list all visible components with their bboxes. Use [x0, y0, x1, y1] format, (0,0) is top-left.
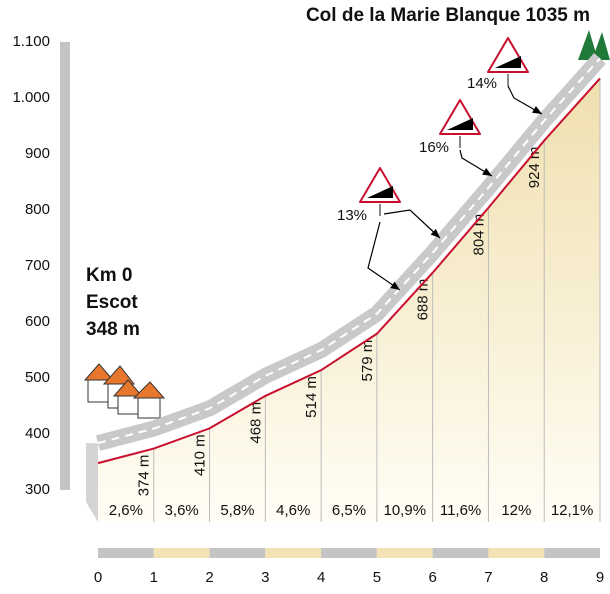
- x-axis-segment: [544, 548, 600, 558]
- sign-arrow: [383, 209, 441, 239]
- x-tick-label: 4: [317, 569, 325, 586]
- y-tick-label: 800: [25, 201, 50, 218]
- start-elevation: 348 m: [86, 319, 140, 340]
- village-icon: [83, 363, 166, 419]
- sign-label: 14%: [467, 75, 497, 92]
- x-tick-label: 1: [150, 569, 158, 586]
- gradient-sign: 13%: [337, 167, 441, 291]
- sign-wedge: [495, 56, 521, 68]
- gradient-label: 12,1%: [551, 502, 594, 519]
- x-axis-segment: [321, 548, 377, 558]
- x-tick-label: 7: [484, 569, 492, 586]
- value-label: 514 m: [303, 376, 320, 418]
- y-tick-label: 300: [25, 481, 50, 498]
- x-axis-segment: [265, 548, 322, 558]
- value-label: 468 m: [247, 402, 264, 444]
- x-tick-label: 5: [373, 569, 381, 586]
- gradient-label: 6,5%: [332, 502, 366, 519]
- trees-icon: [578, 30, 610, 60]
- arrow-head: [532, 106, 542, 114]
- x-axis-segment: [98, 548, 154, 558]
- start-place: Escot: [86, 292, 138, 313]
- x-tick-label: 9: [596, 569, 604, 586]
- gradient-label: 5,8%: [220, 502, 254, 519]
- area-fill: [98, 78, 600, 523]
- sign-label: 13%: [337, 207, 367, 224]
- y-tick-label: 600: [25, 313, 50, 330]
- x-axis-segment: [432, 548, 489, 558]
- y-tick-label: 900: [25, 145, 50, 162]
- elevation-line: [97, 77, 601, 465]
- road-side: [86, 443, 98, 522]
- y-tick-label: 500: [25, 369, 50, 386]
- gradient-label: 12%: [501, 502, 531, 519]
- value-label: 579 m: [359, 340, 376, 382]
- sign-arrow: [367, 221, 401, 291]
- y-axis-segment: [60, 42, 70, 490]
- start-km: Km 0: [86, 265, 132, 286]
- gradient-label: 10,9%: [384, 502, 427, 519]
- y-tick-label: 1.100: [12, 33, 50, 50]
- gradient-label: 3,6%: [165, 502, 199, 519]
- y-tick-label: 400: [25, 425, 50, 442]
- x-axis-segment: [153, 548, 210, 558]
- x-tick-label: 0: [94, 569, 102, 586]
- value-label: 410 m: [192, 434, 209, 476]
- value-label: 374 m: [136, 455, 153, 497]
- arrow-head: [430, 228, 440, 238]
- sign-arrow: [459, 149, 493, 177]
- road-dashes: [97, 57, 601, 445]
- gradient-label: 4,6%: [276, 502, 310, 519]
- x-tick-label: 6: [428, 569, 436, 586]
- gradient-sign: 14%: [467, 37, 543, 115]
- x-tick-label: 8: [540, 569, 548, 586]
- x-tick-label: 2: [205, 569, 213, 586]
- x-axis-segment: [209, 548, 266, 558]
- sign-wedge: [367, 186, 393, 198]
- gradient-sign: 16%: [419, 99, 493, 177]
- sign-wedge: [447, 118, 473, 130]
- x-tick-label: 3: [261, 569, 269, 586]
- gradient-label: 2,6%: [109, 502, 143, 519]
- arrow-head: [390, 281, 400, 290]
- chart-title: Col de la Marie Blanque 1035 m: [306, 5, 590, 26]
- arrow-head: [482, 167, 492, 176]
- y-tick-label: 700: [25, 257, 50, 274]
- x-axis-segment: [488, 548, 545, 558]
- sign-arrow: [507, 85, 543, 115]
- x-axis-segment: [376, 548, 433, 558]
- value-label: 688 m: [415, 279, 432, 321]
- sign-label: 16%: [419, 139, 449, 156]
- y-tick-label: 1.000: [12, 89, 50, 106]
- gradient-label: 11,6%: [440, 502, 481, 519]
